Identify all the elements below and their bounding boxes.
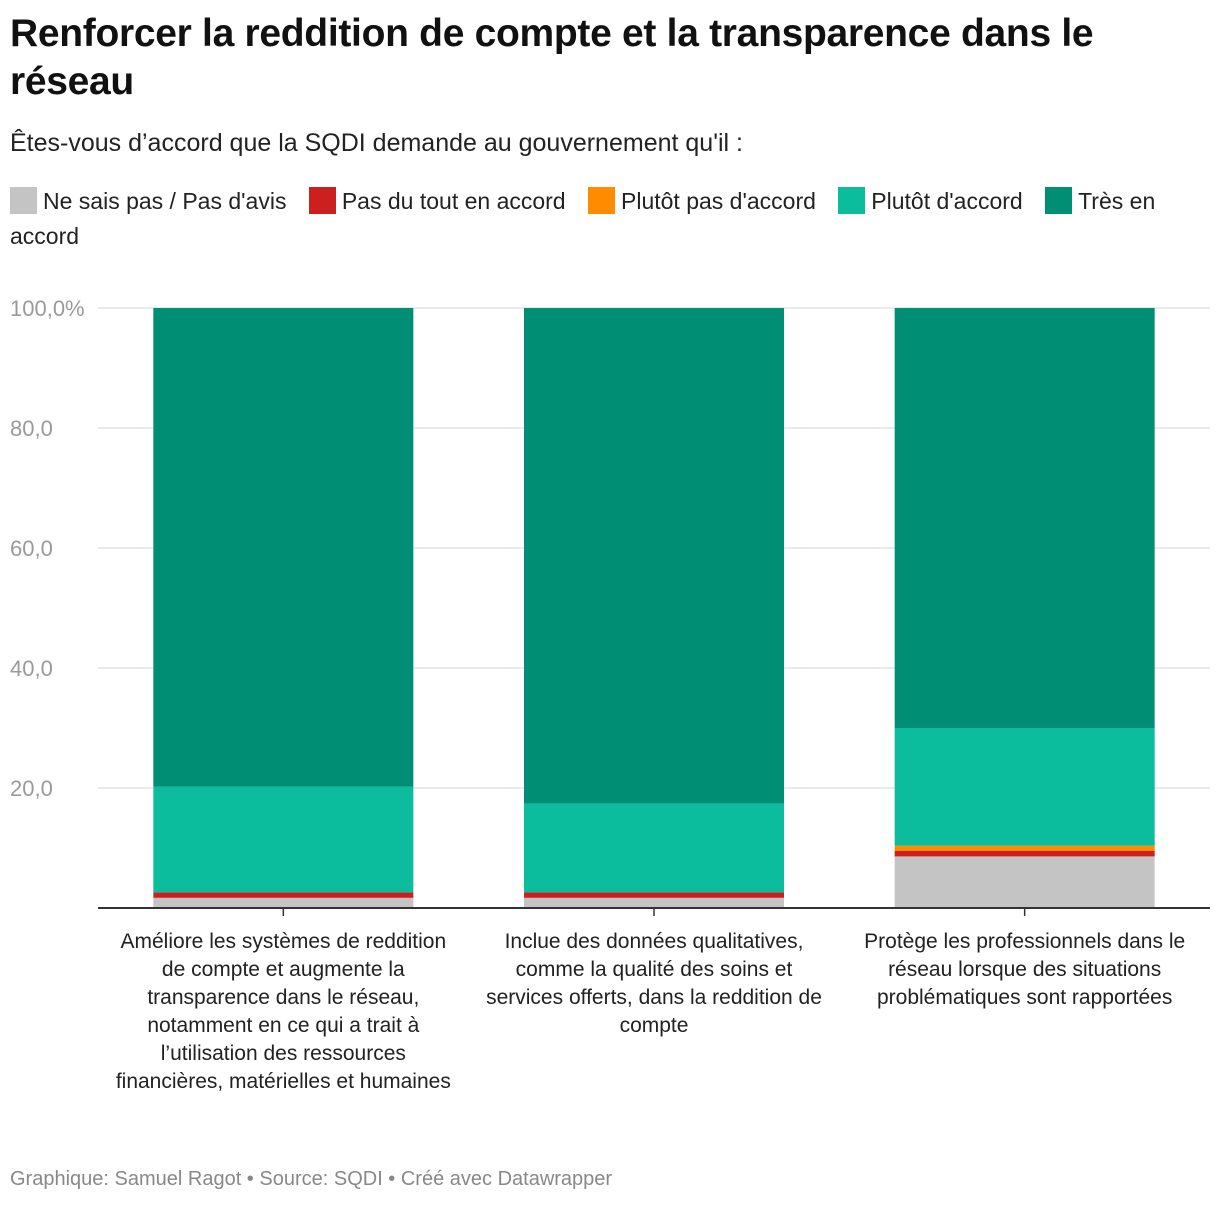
y-tick-label: 20,0 [10,776,53,801]
legend-item-pas-du-tout: Pas du tout en accord [308,187,566,214]
chart-footer: Graphique: Samuel Ragot • Source: SQDI •… [10,1168,613,1190]
legend-item-ne-sais-pas: Ne sais pas / Pas d'avis [10,187,287,214]
legend-item-plutot-pas: Plutôt pas d'accord [588,187,816,214]
legend-swatch-ne-sais-pas [10,187,37,214]
legend-swatch-pas-du-tout [308,187,336,214]
chart-subtitle: Êtes-vous d’accord que la SQDI demande a… [10,129,743,157]
legend-label: Très en accord [10,188,1156,249]
legend-label: Plutôt pas d'accord [621,188,816,214]
x-category-label: Améliore les systèmes de reddition de co… [115,930,451,1093]
bar-segment [894,728,1155,846]
y-tick-label: 40,0 [10,656,53,681]
y-tick-label: 100,0% [10,296,85,321]
legend-item-tres-accord: Très en accord [10,187,1156,249]
chart-title: Renforcer la reddition de compte et la t… [10,12,1094,103]
legend-swatch-plutot-pas [588,187,615,214]
bar-segment [153,786,414,893]
legend: Ne sais pas / Pas d'avis Pas du tout en … [10,184,1210,254]
legend-swatch-plutot-accord [838,187,866,214]
legend-item-plutot-accord: Plutôt d'accord [838,187,1023,214]
y-tick-label: 60,0 [10,536,53,561]
bar-segment [524,892,784,898]
legend-label: Plutôt d'accord [871,188,1023,214]
legend-label: Ne sais pas / Pas d'avis [43,188,287,214]
bar-segment [153,308,414,787]
bar-segment [153,892,414,898]
bar-segment [524,308,784,804]
x-category-label: Inclue des données qualitatives, comme l… [486,930,822,1037]
bar-segment [153,897,414,908]
legend-swatch-tres-accord [1045,187,1073,214]
bar-segment [894,856,1155,908]
legend-label: Pas du tout en accord [341,188,566,214]
bar-segment [524,897,784,908]
bar-segment [894,845,1155,851]
bar-segment [894,308,1155,728]
x-category-label: Protège les professionnels dans le résea… [864,930,1186,1009]
y-tick-label: 80,0 [10,416,53,441]
bar-segment [894,851,1155,857]
bar-segment [524,803,784,893]
